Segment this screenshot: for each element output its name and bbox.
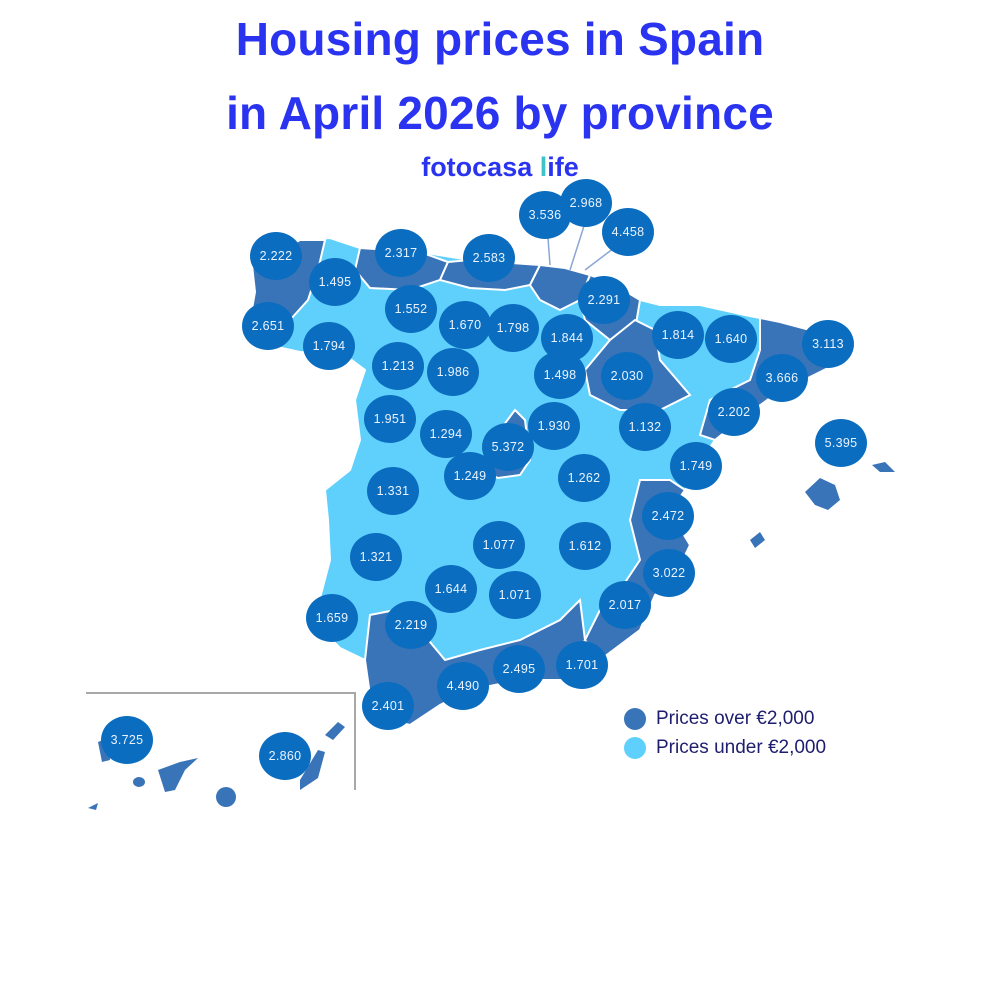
price-bubble: 2.291 bbox=[578, 276, 630, 324]
price-bubble: 2.968 bbox=[560, 179, 612, 227]
price-bubble: 1.670 bbox=[439, 301, 491, 349]
price-bubble: 2.219 bbox=[385, 601, 437, 649]
brand-logo: fotocasa life bbox=[0, 152, 1000, 183]
price-bubble: 1.644 bbox=[425, 565, 477, 613]
price-bubble: 1.701 bbox=[556, 641, 608, 689]
price-bubble: 1.951 bbox=[364, 395, 416, 443]
price-bubble: 1.659 bbox=[306, 594, 358, 642]
price-bubble: 3.725 bbox=[101, 716, 153, 764]
price-bubble: 2.583 bbox=[463, 234, 515, 282]
price-bubble: 1.986 bbox=[427, 348, 479, 396]
price-bubble: 5.395 bbox=[815, 419, 867, 467]
legend-dot-under-icon bbox=[624, 736, 646, 759]
price-bubble: 1.077 bbox=[473, 521, 525, 569]
price-bubble: 1.294 bbox=[420, 410, 472, 458]
canary-hierro bbox=[88, 803, 98, 810]
price-bubble: 2.017 bbox=[599, 581, 651, 629]
brand-accent-letter: l bbox=[539, 152, 548, 182]
brand-main: fotocasa bbox=[421, 152, 540, 182]
menorca-island bbox=[872, 462, 895, 472]
legend-dot-over-icon bbox=[624, 707, 646, 730]
leader-line bbox=[547, 237, 551, 266]
canary-tenerife bbox=[158, 758, 198, 792]
price-bubble: 3.666 bbox=[756, 354, 808, 402]
legend-item-over: Prices over €2,000 bbox=[624, 704, 826, 733]
price-bubble: 2.030 bbox=[601, 352, 653, 400]
price-bubble: 1.498 bbox=[534, 351, 586, 399]
price-bubble: 1.132 bbox=[619, 403, 671, 451]
legend: Prices over €2,000 Prices under €2,000 bbox=[624, 704, 826, 762]
price-bubble: 1.213 bbox=[372, 342, 424, 390]
price-bubble: 1.612 bbox=[559, 522, 611, 570]
price-bubble: 1.262 bbox=[558, 454, 610, 502]
legend-item-under: Prices under €2,000 bbox=[624, 733, 826, 762]
price-bubble: 1.331 bbox=[367, 467, 419, 515]
chart-title-line2: in April 2026 by province bbox=[226, 87, 774, 139]
basque-region bbox=[528, 263, 592, 312]
price-bubble: 2.317 bbox=[375, 229, 427, 277]
price-bubble: 2.401 bbox=[362, 682, 414, 730]
price-bubble: 2.202 bbox=[708, 388, 760, 436]
price-bubble: 1.552 bbox=[385, 285, 437, 333]
price-bubble: 1.749 bbox=[670, 442, 722, 490]
ibiza-island bbox=[750, 532, 765, 548]
price-bubble: 1.071 bbox=[489, 571, 541, 619]
canary-inset-frame bbox=[86, 692, 356, 790]
leader-line bbox=[584, 247, 615, 271]
price-bubble: 1.495 bbox=[309, 258, 361, 306]
canary-fuerteventura bbox=[300, 750, 325, 790]
price-bubble: 4.458 bbox=[602, 208, 654, 256]
price-bubble: 1.249 bbox=[444, 452, 496, 500]
canary-gran-canaria bbox=[216, 787, 236, 807]
price-bubble: 1.640 bbox=[705, 315, 757, 363]
brand-rest: ife bbox=[547, 152, 579, 182]
canary-lanzarote bbox=[325, 722, 345, 740]
price-bubble: 1.794 bbox=[303, 322, 355, 370]
price-bubble: 1.321 bbox=[350, 533, 402, 581]
legend-label-under: Prices under €2,000 bbox=[656, 736, 827, 758]
chart-title-line1: Housing prices in Spain bbox=[235, 13, 765, 65]
price-bubble: 2.651 bbox=[242, 302, 294, 350]
price-bubble: 3.113 bbox=[802, 320, 854, 368]
price-bubble: 1.814 bbox=[652, 311, 704, 359]
legend-label-over: Prices over €2,000 bbox=[656, 707, 815, 729]
price-bubble: 3.022 bbox=[643, 549, 695, 597]
price-bubble: 2.495 bbox=[493, 645, 545, 693]
canary-gomera bbox=[133, 777, 145, 787]
price-bubble: 2.860 bbox=[259, 732, 311, 780]
price-bubble: 1.930 bbox=[528, 402, 580, 450]
price-bubble: 2.222 bbox=[250, 232, 302, 280]
price-bubble: 1.798 bbox=[487, 304, 539, 352]
price-bubble: 4.490 bbox=[437, 662, 489, 710]
mallorca-island bbox=[805, 478, 840, 510]
leader-line bbox=[569, 225, 585, 271]
price-bubble: 2.472 bbox=[642, 492, 694, 540]
